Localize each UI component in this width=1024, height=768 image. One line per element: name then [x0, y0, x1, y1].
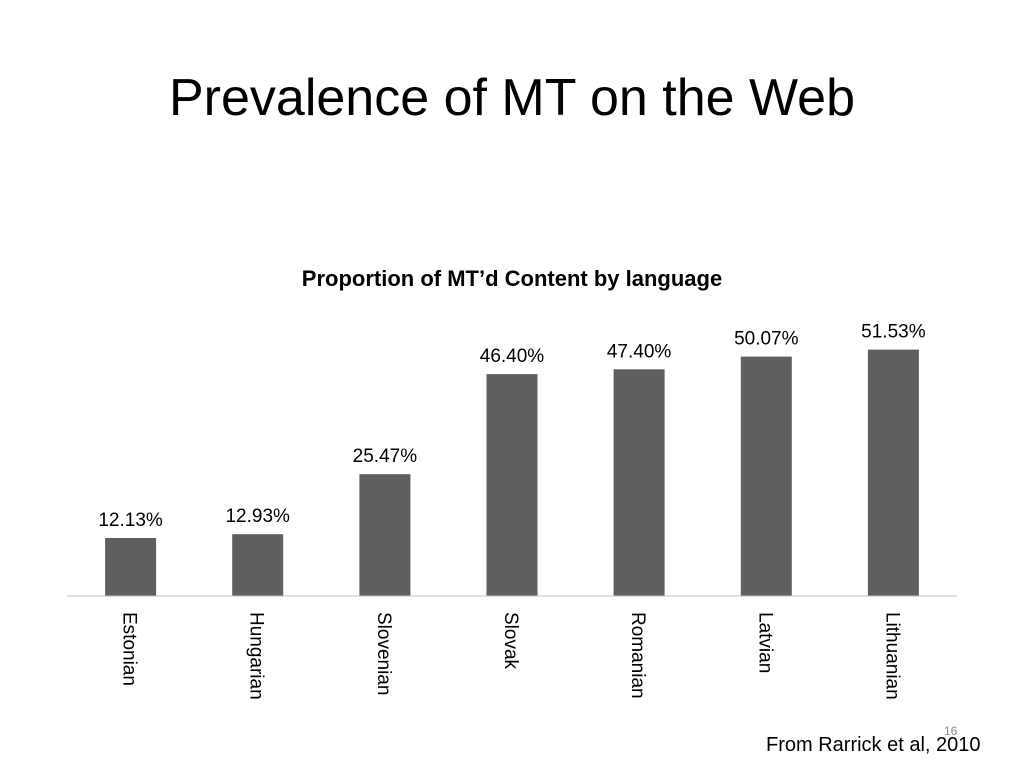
data-label-latvian: 50.07% — [734, 329, 799, 350]
category-label-hungarian: Hungarian — [246, 612, 267, 700]
category-label-estonian: Estonian — [119, 612, 140, 686]
category-label-slovak: Slovak — [500, 612, 521, 670]
data-label-slovak: 46.40% — [480, 346, 545, 367]
bar-hungarian — [232, 534, 284, 596]
bar-romanian — [613, 369, 665, 596]
data-label-lithuanian: 51.53% — [861, 322, 926, 343]
data-labels-group: 12.13% 12.93% 25.47% 46.40% 47.40% 50.07% 51.5… — [98, 322, 925, 531]
bar-latvian — [740, 356, 792, 596]
category-label-latvian: Latvian — [754, 612, 775, 673]
data-label-hungarian: 12.93% — [225, 506, 290, 527]
bar-estonian — [105, 538, 157, 596]
category-label-romanian: Romanian — [627, 612, 648, 699]
data-label-romanian: 47.40% — [607, 341, 672, 362]
source-note: From Rarrick et al, 2010 — [766, 734, 981, 756]
category-labels-group: Estonian Hungarian Slovenian Slovak Romanian… — [119, 612, 903, 700]
slide-number: 16 — [944, 724, 958, 738]
data-label-slovenian: 25.47% — [353, 446, 418, 467]
category-label-slovenian: Slovenian — [373, 612, 394, 695]
data-label-estonian: 12.13% — [98, 510, 163, 531]
bar-slovenian — [359, 474, 411, 596]
bars-group — [105, 349, 919, 596]
bar-slovak — [486, 374, 538, 596]
bar-lithuanian — [867, 349, 919, 596]
chart-title: Proportion of MT’d Content by language — [302, 266, 722, 291]
category-label-lithuanian: Lithuanian — [881, 612, 902, 700]
slide-title: Prevalence of MT on the Web — [168, 69, 855, 127]
